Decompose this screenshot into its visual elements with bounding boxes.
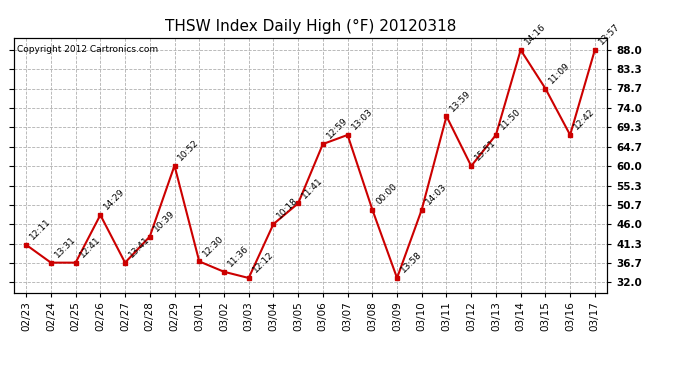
Text: 14:03: 14:03 [424,182,448,206]
Text: 11:41: 11:41 [300,176,325,200]
Text: Copyright 2012 Cartronics.com: Copyright 2012 Cartronics.com [17,45,158,54]
Text: 10:52: 10:52 [177,138,201,162]
Text: 13:58: 13:58 [399,250,424,274]
Text: 12:42: 12:42 [572,107,596,132]
Text: 11:50: 11:50 [498,107,522,132]
Text: 13:31: 13:31 [53,235,77,260]
Text: 11:36: 11:36 [226,244,250,268]
Text: 10:39: 10:39 [152,209,177,233]
Text: 14:29: 14:29 [102,187,127,211]
Text: 00:00: 00:00 [374,182,399,206]
Text: 12:30: 12:30 [201,234,226,258]
Text: 12:11: 12:11 [28,217,52,242]
Text: 13:41: 13:41 [127,235,152,260]
Text: 15:51: 15:51 [473,138,498,163]
Text: 12:41: 12:41 [77,235,102,260]
Text: 11:09: 11:09 [547,60,572,85]
Text: 10:18: 10:18 [275,196,300,221]
Text: 12:12: 12:12 [250,250,275,274]
Text: 13:03: 13:03 [350,107,374,132]
Title: THSW Index Daily High (°F) 20120318: THSW Index Daily High (°F) 20120318 [165,18,456,33]
Text: 14:16: 14:16 [522,22,547,46]
Text: 13:57: 13:57 [597,22,622,46]
Text: 13:59: 13:59 [448,88,473,113]
Text: 12:59: 12:59 [325,116,349,141]
